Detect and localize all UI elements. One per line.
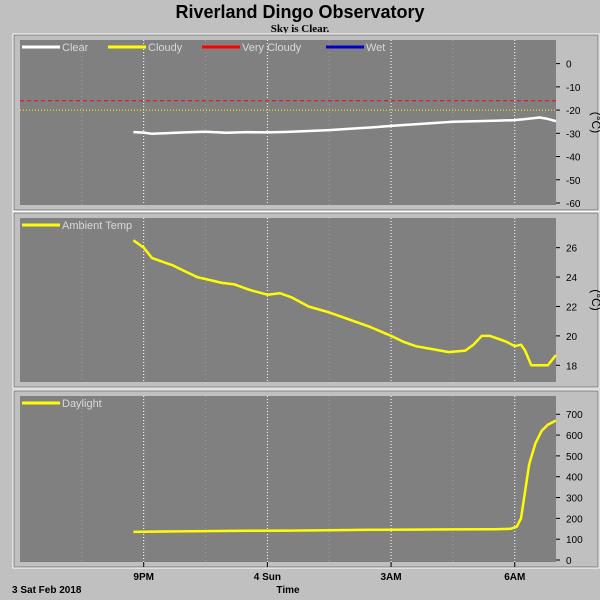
plot-area <box>20 218 556 382</box>
panel-frame-shadow <box>13 34 599 211</box>
y-tick-label: -20 <box>566 106 581 117</box>
y-tick-label: -50 <box>566 176 581 187</box>
y-tick-label: 500 <box>566 452 583 463</box>
y-tick-label: -40 <box>566 153 581 164</box>
y-tick-label: 100 <box>566 535 583 546</box>
x-tick-label: 9PM <box>133 572 154 583</box>
y-tick-label: 400 <box>566 473 583 484</box>
panel-frame-shadow <box>13 212 599 388</box>
x-tick-label: 6AM <box>504 572 525 583</box>
y-tick-label: 18 <box>566 361 578 372</box>
page-subtitle: Sky is Clear. <box>271 23 330 35</box>
legend-label: Very Cloudy <box>242 42 302 54</box>
date-label: 3 Sat Feb 2018 <box>12 585 82 596</box>
ambient-temperature-panel: 26 24 22 20 18 (°C) Ambient Temp <box>12 211 600 389</box>
y-unit-label: (°C) <box>589 112 600 133</box>
page-title: Riverland Dingo Observatory <box>175 2 424 22</box>
series-line-ambient-temp <box>132 239 557 367</box>
y-tick-label: 26 <box>566 244 578 255</box>
y-tick-label: -30 <box>566 129 581 140</box>
y-tick-label: 700 <box>566 410 583 421</box>
y-tick-label: -10 <box>566 83 581 94</box>
series-line-daylight <box>133 419 557 534</box>
legend-label: Wet <box>366 42 385 54</box>
panel-frame-shadow <box>13 390 599 568</box>
legend-label: Daylight <box>62 398 102 410</box>
x-axis-title: Time <box>276 585 300 596</box>
legend-label: Cloudy <box>148 42 183 54</box>
legend-label: Clear <box>62 42 89 54</box>
y-tick-label: 0 <box>566 60 572 71</box>
y-tick-label: 300 <box>566 494 583 505</box>
y-tick-label: -60 <box>566 199 581 210</box>
y-tick-label: 24 <box>566 273 578 284</box>
daylight-panel: 700 600 500 400 300 200 100 0 Daylight <box>12 389 600 569</box>
y-tick-label: 22 <box>566 302 578 313</box>
y-tick-label: 20 <box>566 332 578 343</box>
x-axis: 9PM 4 Sun 3AM 6AM <box>133 562 525 583</box>
x-tick-label: 3AM <box>381 572 402 583</box>
sky-temperature-panel: 0 -10 -20 -30 -40 -50 -60 (°C) Clear Cloudy Very C… <box>12 33 600 212</box>
series-line-clear <box>133 116 557 136</box>
y-tick-label: 0 <box>566 556 572 567</box>
y-unit-label: (°C) <box>589 289 600 310</box>
x-tick-label: 4 Sun <box>254 572 281 583</box>
y-tick-label: 600 <box>566 431 583 442</box>
y-tick-label: 200 <box>566 514 583 525</box>
plot-area <box>20 40 556 205</box>
legend-label: Ambient Temp <box>62 220 132 232</box>
plot-area <box>20 396 556 562</box>
